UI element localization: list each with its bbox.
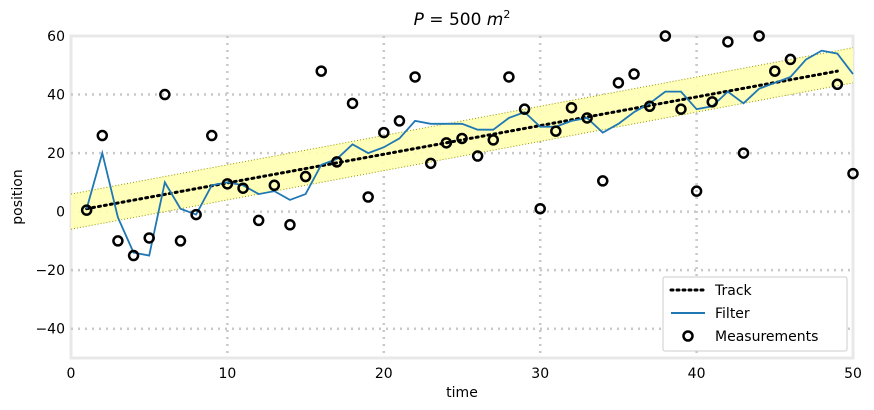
y-tick-label: −20 <box>35 263 65 279</box>
measurement-point <box>112 235 124 247</box>
measurement-point <box>565 101 578 114</box>
y-tick-label: 0 <box>56 205 65 221</box>
measurement-point <box>237 182 249 194</box>
measurement-point <box>221 178 234 190</box>
legend-measurement-swatch <box>682 330 694 342</box>
y-tick-label: −40 <box>35 322 65 338</box>
measurement-point <box>456 132 468 145</box>
measurement-point <box>190 208 202 221</box>
measurement-point <box>628 68 640 80</box>
measurement-point <box>96 129 109 142</box>
measurement-point <box>706 96 718 108</box>
y-axis-label: position <box>10 169 26 224</box>
chart-title: P = 500 m2 <box>414 8 511 30</box>
measurement-point <box>268 179 281 192</box>
measurement-point <box>80 204 93 216</box>
measurement-point <box>284 219 296 231</box>
measurement-point <box>487 134 500 146</box>
measurement-point <box>393 115 406 127</box>
y-axis: −40 −20 0 20 40 60 <box>35 29 65 338</box>
x-tick-label: 20 <box>375 366 393 382</box>
measurement-point <box>143 232 155 244</box>
measurement-point <box>159 88 171 101</box>
measurements-series <box>80 30 859 262</box>
measurement-point <box>847 167 859 180</box>
x-axis-label: time <box>446 385 478 401</box>
x-tick-label: 0 <box>67 366 76 382</box>
plot-area <box>69 30 859 360</box>
filter-series <box>85 49 854 257</box>
measurement-point <box>550 125 562 137</box>
measurement-point <box>127 249 140 262</box>
legend-measurements-label: Measurements <box>715 329 818 345</box>
measurement-point <box>252 214 265 227</box>
measurement-point <box>518 103 531 115</box>
measurement-point <box>471 150 484 162</box>
x-tick-label: 50 <box>844 366 862 382</box>
measurement-point <box>206 129 218 142</box>
measurement-point <box>659 30 672 42</box>
measurement-point <box>753 30 765 42</box>
x-tick-label: 40 <box>688 366 706 382</box>
measurement-point <box>722 36 734 48</box>
measurement-point <box>409 71 421 83</box>
measurement-point <box>299 170 312 183</box>
measurement-point <box>534 202 546 215</box>
y-tick-label: 60 <box>47 29 65 45</box>
x-tick-label: 10 <box>218 366 236 382</box>
band-upper-edge <box>70 47 854 195</box>
band-fill <box>71 47 853 230</box>
measurement-point <box>503 71 515 83</box>
measurement-point <box>831 78 844 91</box>
measurement-point <box>440 137 453 149</box>
y-tick-label: 20 <box>47 146 65 162</box>
x-tick-label: 30 <box>531 366 549 382</box>
measurement-point <box>362 191 374 203</box>
measurement-point <box>784 53 797 66</box>
measurement-point <box>346 97 359 110</box>
measurement-point <box>690 185 703 197</box>
measurement-point <box>331 156 343 168</box>
measurement-point <box>643 100 656 113</box>
measurement-point <box>737 147 750 159</box>
legend: Track Filter Measurements <box>662 276 848 352</box>
measurement-point <box>769 65 781 77</box>
x-axis: 0 10 20 30 40 50 <box>67 366 862 382</box>
legend-filter-label: Filter <box>715 306 750 322</box>
measurement-point <box>378 126 390 139</box>
legend-track-label: Track <box>714 283 753 299</box>
measurement-point <box>597 175 609 187</box>
measurement-point <box>315 65 327 77</box>
filter-line <box>85 49 854 257</box>
measurement-point <box>581 112 593 124</box>
measurement-point <box>174 235 187 247</box>
measurement-point <box>675 103 687 115</box>
y-tick-label: 40 <box>47 88 65 104</box>
measurement-point <box>424 157 437 170</box>
legend-box <box>662 276 848 352</box>
measurement-point <box>612 77 625 89</box>
